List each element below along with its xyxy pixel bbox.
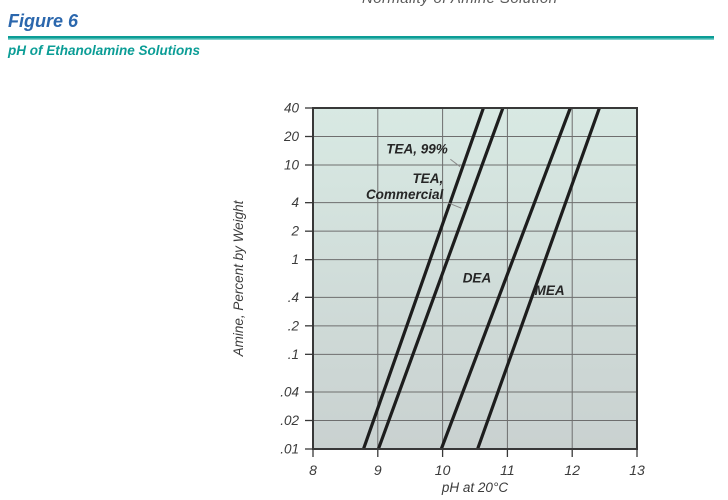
x-tick-label: 13 — [629, 462, 645, 478]
gridlines — [313, 108, 637, 449]
curve-annotations: TEA, 99% TEA, Commercial DEA MEA — [366, 142, 565, 298]
y-axis-labels: 40 20 10 4 2 1 .4 .2 .1 .04 .02 .01 — [280, 101, 299, 457]
curve-label-tea-commercial: TEA, Commercial — [366, 171, 444, 202]
y-tick-label: .2 — [288, 318, 300, 333]
x-tick-label: 9 — [374, 462, 382, 478]
annotation-leader — [450, 158, 461, 168]
curve-mea — [476, 107, 601, 450]
y-tick-label: 40 — [284, 101, 300, 116]
cropped-header-text: Normality of Amine Solution — [362, 0, 557, 7]
x-tick-label: 8 — [309, 462, 317, 478]
teal-divider — [8, 36, 714, 40]
x-tick-label: 12 — [564, 462, 580, 478]
annotation-leader — [446, 201, 462, 209]
curve-dea — [439, 107, 572, 450]
y-tick-label: 1 — [291, 252, 299, 267]
y-tick-label: 20 — [283, 129, 300, 144]
y-tick-label: .4 — [288, 290, 299, 305]
y-tick-label: 2 — [290, 224, 299, 239]
plot-border — [312, 107, 638, 450]
y-tick-label: .01 — [280, 442, 299, 457]
y-tick-label: 4 — [291, 195, 299, 210]
y-axis-title: Amine, Percent by Weight — [231, 199, 246, 357]
y-tick-label: .02 — [280, 413, 299, 428]
curve-label-dea: DEA — [463, 270, 492, 285]
figure-title: pH of Ethanolamine Solutions — [8, 43, 200, 58]
y-tick-label: 10 — [284, 157, 300, 172]
y-tick-label: .1 — [288, 347, 299, 362]
curve-tea-99 — [361, 107, 485, 450]
x-axis-labels: 8 9 10 11 12 13 — [309, 462, 645, 478]
x-axis-title: pH at 20°C — [441, 480, 508, 495]
curves — [361, 107, 601, 450]
curve-tea-commercial — [376, 107, 505, 450]
curve-label-tea-99: TEA, 99% — [386, 142, 448, 157]
figure-label: Figure 6 — [8, 11, 79, 31]
axis-ticks — [305, 107, 638, 457]
y-tick-label: .04 — [280, 385, 299, 400]
curve-label-mea: MEA — [535, 283, 565, 298]
x-tick-label: 11 — [500, 462, 515, 478]
x-tick-label: 10 — [435, 462, 451, 478]
